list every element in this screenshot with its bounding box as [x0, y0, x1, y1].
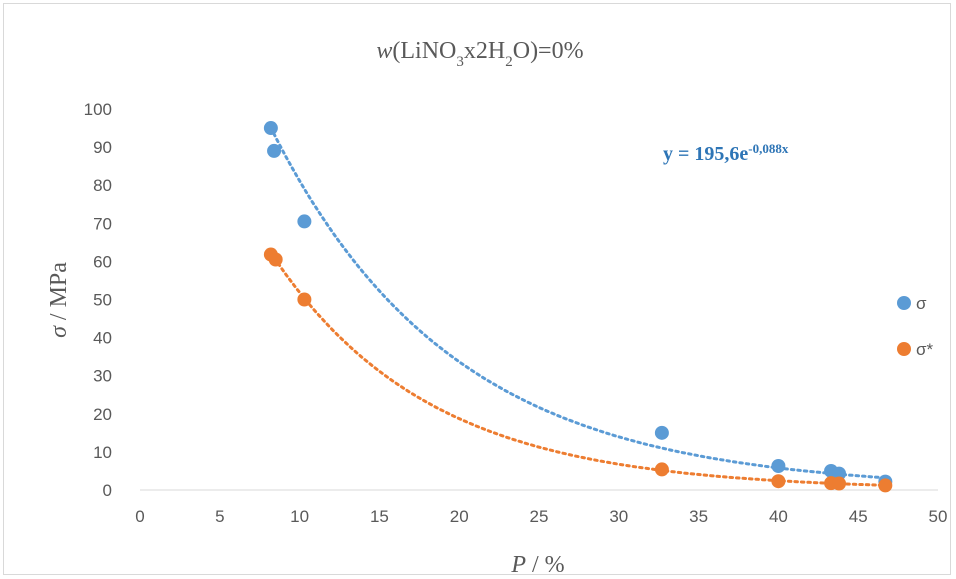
title-sub2: 2 — [505, 54, 513, 70]
y-tick-label: 80 — [93, 176, 112, 195]
trendline-equation: y = 195,6e-0,088x — [663, 141, 789, 166]
x-tick-label: 40 — [769, 507, 788, 526]
y-tick-label: 40 — [93, 329, 112, 348]
equation-exponent: -0,088x — [748, 141, 789, 156]
data-point — [297, 292, 312, 307]
trendline — [269, 126, 887, 480]
legend-label: σ* — [916, 340, 933, 359]
data-point — [771, 474, 786, 489]
data-point — [297, 214, 312, 229]
title-sub1: 3 — [456, 54, 464, 70]
x-tick-label: 20 — [450, 507, 469, 526]
x-tick-label: 10 — [290, 507, 309, 526]
x-tick-label: 45 — [849, 507, 868, 526]
legend-label: σ — [916, 294, 927, 313]
trendlines — [269, 126, 887, 487]
title-pre: (LiNO — [392, 38, 456, 64]
data-point — [267, 143, 282, 158]
y-tick-label: 20 — [93, 405, 112, 424]
y-tick-label: 10 — [93, 443, 112, 462]
x-axis-label-rest: / % — [526, 552, 565, 578]
y-axis-label-var: σ — [46, 325, 72, 338]
x-tick-label: 35 — [689, 507, 708, 526]
data-point — [771, 458, 786, 473]
x-tick-label: 0 — [135, 507, 144, 526]
y-tick-label: 0 — [103, 481, 112, 500]
data-point — [268, 252, 283, 267]
chart-title: w(LiNO3x2H2O)=0% — [376, 38, 583, 70]
y-tick-label: 60 — [93, 252, 112, 271]
title-post: O)=0% — [513, 38, 584, 64]
x-tick-label: 50 — [929, 507, 948, 526]
x-tick-label: 30 — [609, 507, 628, 526]
axes: 0 5 10 15 20 25 30 35 40 45 50 0 10 20 30 40 50 60 70 80 90 1… — [84, 100, 948, 526]
chart-frame — [3, 3, 951, 575]
y-tick-label: 30 — [93, 367, 112, 386]
legend-marker — [897, 342, 911, 356]
y-tick-label: 90 — [93, 138, 112, 157]
data-point — [654, 462, 669, 477]
legend-marker — [897, 296, 911, 310]
x-tick-label: 15 — [370, 507, 389, 526]
x-tick-label: 25 — [530, 507, 549, 526]
data-point — [654, 425, 669, 440]
data-point — [263, 121, 278, 136]
title-mid: x2H — [464, 38, 505, 64]
y-axis-label-rest: / MPa — [46, 262, 72, 326]
data-point — [832, 466, 847, 481]
y-axis-label: σ / MPa — [46, 262, 72, 338]
equation-base: y = 195,6e — [663, 143, 748, 165]
y-tick-label: 100 — [84, 100, 112, 119]
data-point — [878, 478, 893, 493]
data-point — [832, 476, 847, 491]
trendline — [269, 251, 887, 487]
y-tick-label: 50 — [93, 291, 112, 310]
title-var: w — [376, 38, 392, 64]
data-points — [263, 121, 893, 493]
y-tick-label: 70 — [93, 214, 112, 233]
x-tick-label: 5 — [215, 507, 224, 526]
x-axis-label: P / % — [510, 552, 564, 578]
x-axis-label-var: P — [510, 552, 526, 578]
legend: σ σ* — [897, 294, 933, 359]
